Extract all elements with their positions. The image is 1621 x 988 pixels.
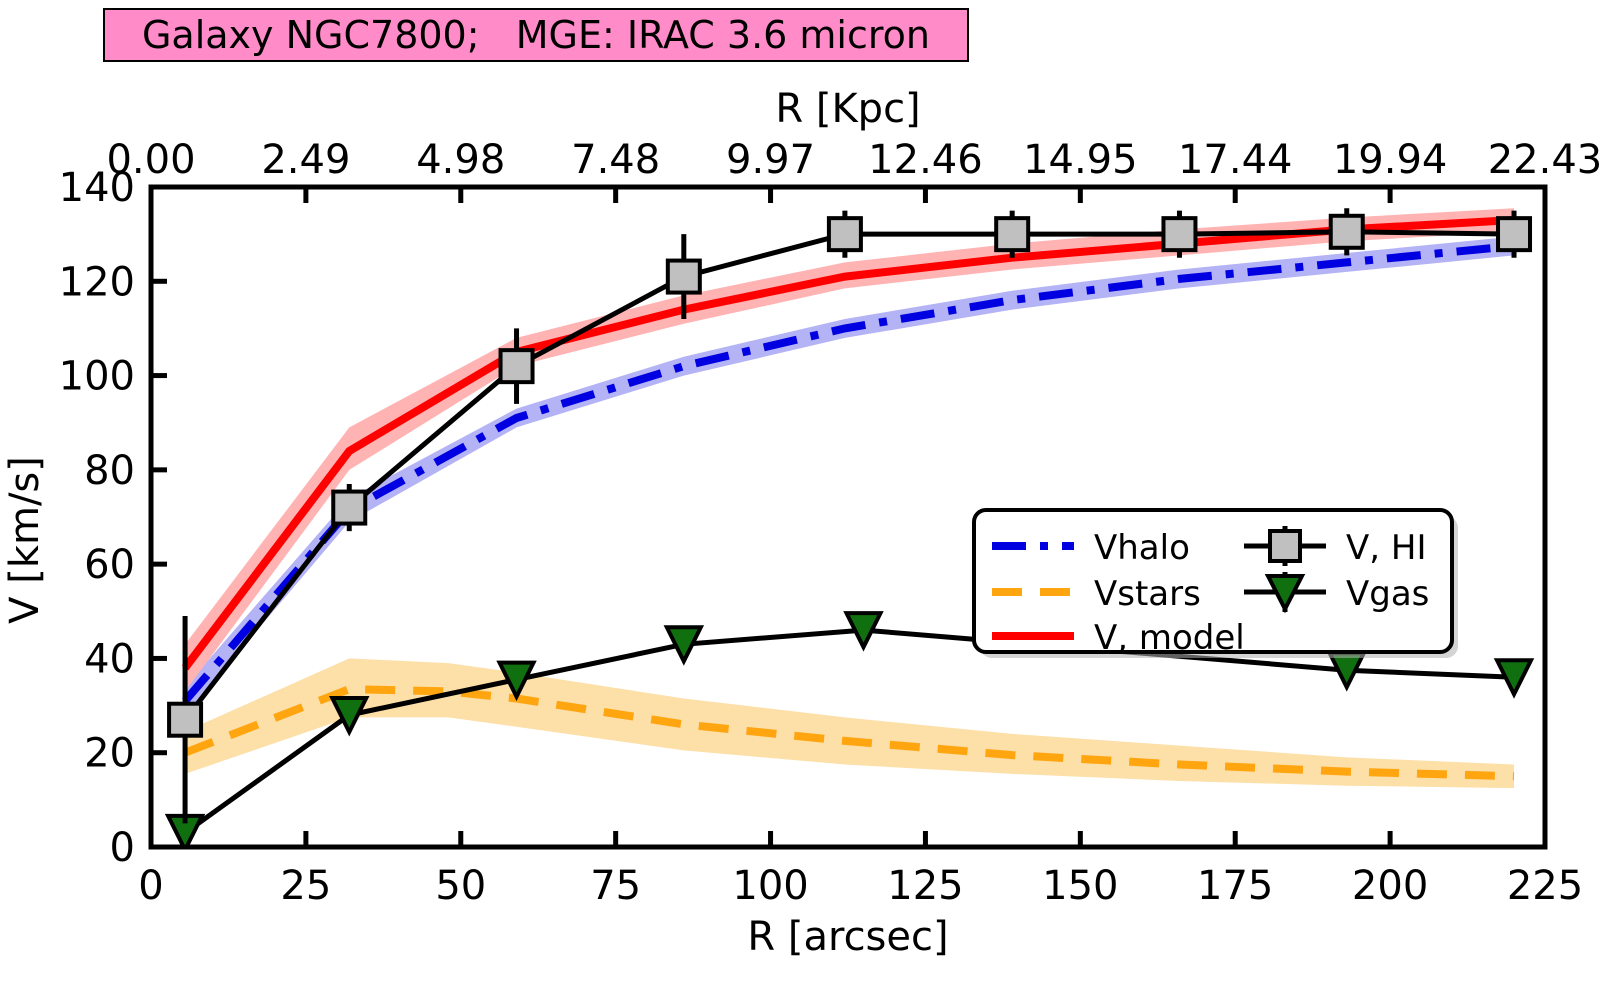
y-tick-label: 0 [110, 825, 135, 871]
x-tick-label-bottom: 225 [1507, 863, 1583, 909]
legend-label: Vhalo [1094, 528, 1190, 568]
x-tick-label-bottom: 50 [435, 863, 486, 909]
x-tick-label-top: 17.44 [1178, 137, 1293, 183]
x-tick-label-top: 4.98 [416, 137, 505, 183]
legend-label: V, model [1094, 618, 1245, 658]
x-tick-label-top: 0.00 [106, 137, 195, 183]
legend-item-vhalo[interactable]: Vhalo [992, 528, 1190, 568]
legend-item-v-hi[interactable]: V, HI [1244, 526, 1426, 568]
y-tick-label: 80 [84, 448, 135, 494]
marker-v-hi [331, 489, 368, 526]
x-tick-label-top: 19.94 [1333, 137, 1448, 183]
marker-v-hi [1496, 216, 1533, 253]
legend-label: Vgas [1346, 574, 1429, 614]
x-tick-label-top: 2.49 [261, 137, 350, 183]
y-tick-label: 40 [84, 636, 135, 682]
series-line-vhalo [182, 241, 1515, 704]
marker-v-hi [167, 701, 204, 738]
legend-marker-square [1268, 529, 1302, 563]
marker-v-hi [498, 348, 535, 385]
marker-v-hi [826, 216, 863, 253]
marker-v-hi [1161, 216, 1198, 253]
y-tick-label: 20 [84, 731, 135, 777]
legend-label: V, HI [1346, 528, 1426, 568]
legend-item-v-model[interactable]: V, model [992, 618, 1245, 658]
x-tick-label-bottom: 25 [280, 863, 331, 909]
plot-title-text: Galaxy NGC7800; MGE: IRAC 3.6 micron [141, 13, 931, 57]
x-tick-label-bottom: 100 [732, 863, 808, 909]
uncertainty-band-vhalo [185, 236, 1515, 715]
legend-background[interactable] [972, 508, 1454, 654]
y-tick-label: 120 [59, 259, 135, 305]
x-tick-label-bottom: 0 [138, 863, 163, 909]
legend-box[interactable]: Vhalo V, HI Vstars Vgas V, model [972, 508, 1458, 658]
legend-label: Vstars [1094, 574, 1201, 614]
y-tick-label: 140 [59, 165, 135, 211]
x-tick-label-bottom: 150 [1042, 863, 1118, 909]
x-tick-label-top: 14.95 [1023, 137, 1138, 183]
x-tick-label-bottom: 125 [887, 863, 963, 909]
marker-vgas [496, 660, 537, 702]
legend-item-vstars[interactable]: Vstars [992, 574, 1201, 614]
x-tick-label-top: 7.48 [571, 137, 660, 183]
x-axis-bottom-title: R [arcsec] [747, 914, 948, 960]
marker-vgas [1493, 658, 1535, 699]
x-axis-top-title: R [Kpc] [775, 86, 920, 132]
legend-item-vgas[interactable]: Vgas [1244, 572, 1429, 614]
y-tick-label: 100 [59, 354, 135, 400]
y-tick-label: 60 [84, 542, 135, 588]
marker-v-hi [994, 216, 1031, 253]
marker-vgas [843, 611, 884, 652]
series-line-vstars [183, 685, 1515, 781]
axis-frame [148, 184, 1548, 850]
data-series-layer [164, 208, 1535, 847]
legend-marker-triangle [1264, 574, 1306, 614]
plot-title-banner: Galaxy NGC7800; MGE: IRAC 3.6 micron [103, 8, 969, 62]
marker-vgas [663, 625, 705, 666]
marker-v-hi [665, 258, 702, 295]
y-axis-title: V [km/s] [2, 456, 48, 624]
marker-v-hi [1328, 213, 1365, 250]
x-tick-label-top: 9.97 [726, 137, 815, 183]
x-tick-label-top: 12.46 [868, 137, 983, 183]
marker-vgas [329, 696, 370, 737]
x-tick-label-bottom: 200 [1352, 863, 1428, 909]
x-tick-label-bottom: 75 [590, 863, 641, 909]
x-tick-label-bottom: 175 [1197, 863, 1273, 909]
x-tick-label-top: 22.43 [1488, 137, 1603, 183]
